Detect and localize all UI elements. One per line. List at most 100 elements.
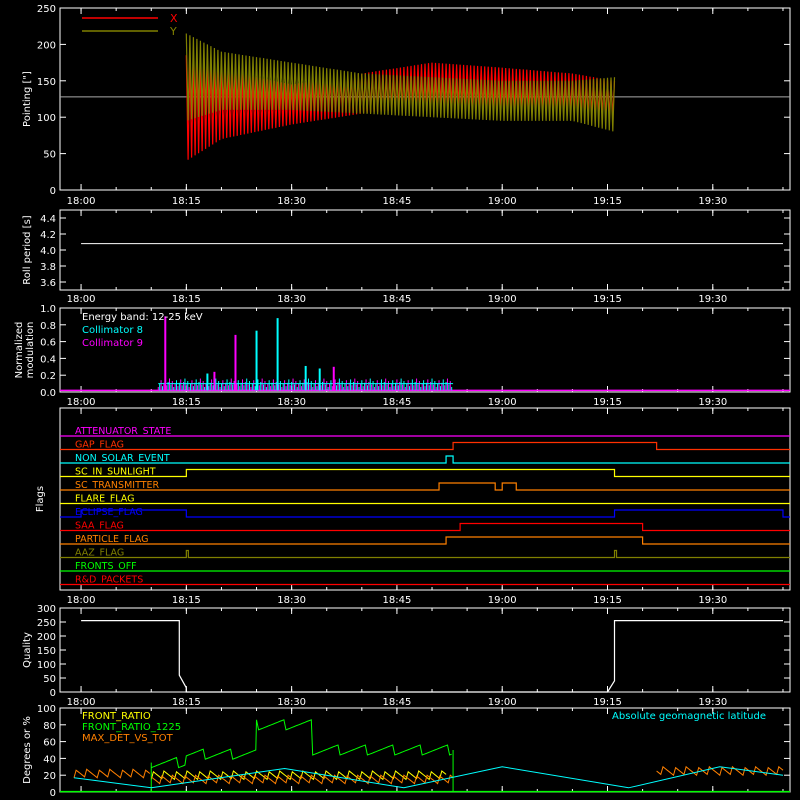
y-tick-label: 150	[37, 646, 56, 657]
y-tick-label: 200	[37, 40, 56, 51]
x-tick-label: 19:30	[698, 697, 727, 708]
front-ratio-1225-line	[151, 719, 452, 769]
max-det-vs-tot-line	[150, 774, 453, 785]
y-tick-label: 80	[43, 721, 56, 732]
energy-band-label: Energy band: 12-25 keV	[82, 312, 203, 323]
y-axis-label: Pointing ["]	[22, 71, 33, 127]
y-tick-label: 50	[43, 150, 56, 161]
x-tick-label: 18:15	[172, 595, 201, 606]
y-tick-label: 100	[37, 660, 56, 671]
x-tick-label: 18:30	[277, 595, 306, 606]
y-tick-label: 200	[37, 632, 56, 643]
pointing-panel: 0 50 100 150 200 250 Pointing ["] XY 18:00 18:15 1…	[22, 4, 791, 207]
y-axis-label: Flags	[35, 486, 46, 512]
x-tick-label: 18:45	[383, 595, 412, 606]
series-y-line	[185, 33, 616, 132]
y-tick-label: 100	[37, 704, 56, 715]
x-tick-label: 18:15	[172, 294, 201, 305]
x-tick-label: 19:30	[698, 397, 727, 408]
y-tick-label: 100	[37, 113, 56, 124]
x-tick-label: 18:00	[67, 196, 96, 207]
x-tick-label: 19:15	[593, 595, 622, 606]
x-tick-label: 18:00	[67, 697, 96, 708]
x-tick-label: 18:00	[67, 294, 96, 305]
x-tick-label: 18:30	[277, 196, 306, 207]
y-tick-label: 0	[50, 788, 56, 799]
y-axis-label: modulation	[25, 322, 36, 379]
quality-line	[81, 620, 783, 693]
y-tick-label: 4.4	[40, 214, 56, 225]
y-tick-label: 0.0	[40, 388, 56, 399]
y-tick-label: 4.2	[40, 230, 56, 241]
legend-geomagnetic-latitude: Absolute geomagnetic latitude	[612, 711, 766, 722]
flag-particle-flag-label: PARTICLE_FLAG	[75, 534, 148, 545]
flag-sc-in-sunlight-trace	[60, 468, 790, 478]
y-tick-label: 60	[43, 738, 56, 749]
legend-collimator-8: Collimator 8	[82, 325, 143, 336]
x-tick-label: 18:15	[172, 196, 201, 207]
x-tick-label: 18:45	[383, 294, 412, 305]
legend-collimator-9: Collimator 9	[82, 338, 143, 349]
flag-fronts-off-label: FRONTS_OFF	[75, 561, 137, 572]
y-axis-label: Roll period [s]	[22, 215, 33, 284]
x-tick-label: 18:45	[383, 397, 412, 408]
flag-aaz-flag-label: AAZ_FLAG	[75, 548, 124, 559]
flags-frame	[59, 407, 791, 591]
modulation-frame	[59, 307, 791, 393]
x-tick-label: 19:00	[488, 697, 517, 708]
x-tick-label: 18:30	[277, 697, 306, 708]
flag-sc-in-sunlight-label: SC_IN_SUNLIGHT	[75, 467, 156, 478]
x-tick-label: 18:15	[172, 697, 201, 708]
x-tick-label: 19:00	[488, 294, 517, 305]
x-tick-label: 19:00	[488, 595, 517, 606]
y-axis-label: Quality	[22, 632, 33, 668]
flag-attenuator-state-label: ATTENUATOR_STATE	[75, 426, 171, 437]
flag-eclipse-flag-trace	[60, 509, 790, 518]
y-tick-label: 40	[43, 754, 56, 765]
x-tick-label: 19:15	[593, 294, 622, 305]
flag-aaz-flag-trace	[60, 549, 790, 559]
y-tick-label: 0.4	[40, 354, 56, 365]
y-tick-label: 0.2	[40, 371, 56, 382]
roll-panel: 3.6 3.8 4.0 4.2 4.4 Roll period [s] 18:00 18:15…	[22, 209, 791, 305]
x-tick-label: 19:15	[593, 397, 622, 408]
flag-gap-flag-label: GAP_FLAG	[75, 440, 124, 451]
flag-flare-flag-label: FLARE_FLAG	[75, 494, 135, 505]
y-tick-label: 300	[37, 604, 56, 615]
flag-non-solar-event-trace	[60, 455, 790, 464]
pointing-frame	[59, 7, 791, 191]
flag-eclipse-flag-label: ECLIPSE_FLAG	[75, 507, 143, 518]
y-tick-label: 3.6	[40, 278, 56, 289]
x-tick-label: 18:00	[67, 397, 96, 408]
ratios-panel: 0 20 40 60 80 100 Degrees or % FRONT_RATIOFRONT…	[22, 704, 791, 799]
y-tick-label: 3.8	[40, 262, 56, 273]
x-tick-label: 19:15	[593, 697, 622, 708]
flag-sc-transmitter-label: SC_TRANSMITTER	[75, 480, 160, 491]
y-tick-label: 0	[50, 688, 56, 699]
flag-sc-transmitter-trace	[60, 482, 790, 491]
max-det-vs-tot-line	[656, 765, 784, 777]
flag-particle-flag-trace	[60, 536, 790, 545]
flags-panel: Flags ATTENUATOR_STATE GAP_FLAG NON_SOLAR_E…	[35, 407, 791, 606]
y-axis-label: Degrees or %	[22, 716, 33, 784]
y-tick-label: 250	[37, 618, 56, 629]
y-tick-label: 1.0	[40, 304, 56, 315]
flag-r-d-packets-label: R&D_PACKETS	[75, 575, 143, 586]
legend-front-ratio-1225: FRONT_RATIO_1225	[82, 722, 181, 733]
y-tick-label: 0.6	[40, 338, 56, 349]
x-tick-label: 18:30	[277, 397, 306, 408]
x-tick-label: 19:15	[593, 196, 622, 207]
modulation-panel: 0.0 0.2 0.4 0.6 0.8 1.0 Normalized modulation En…	[14, 304, 791, 408]
y-tick-label: 150	[37, 77, 56, 88]
x-tick-label: 19:30	[698, 196, 727, 207]
flag-saa-flag-label: SAA_FLAG	[75, 521, 124, 532]
absolute-geomagnetic-latitude-line	[73, 766, 784, 789]
y-tick-label: 250	[37, 4, 56, 15]
flag-saa-flag-trace	[60, 522, 790, 532]
legend-x-label: X	[170, 12, 178, 25]
x-tick-label: 18:15	[172, 397, 201, 408]
x-tick-label: 18:45	[383, 697, 412, 708]
y-tick-label: 0.8	[40, 321, 56, 332]
flag-gap-flag-trace	[60, 441, 790, 451]
